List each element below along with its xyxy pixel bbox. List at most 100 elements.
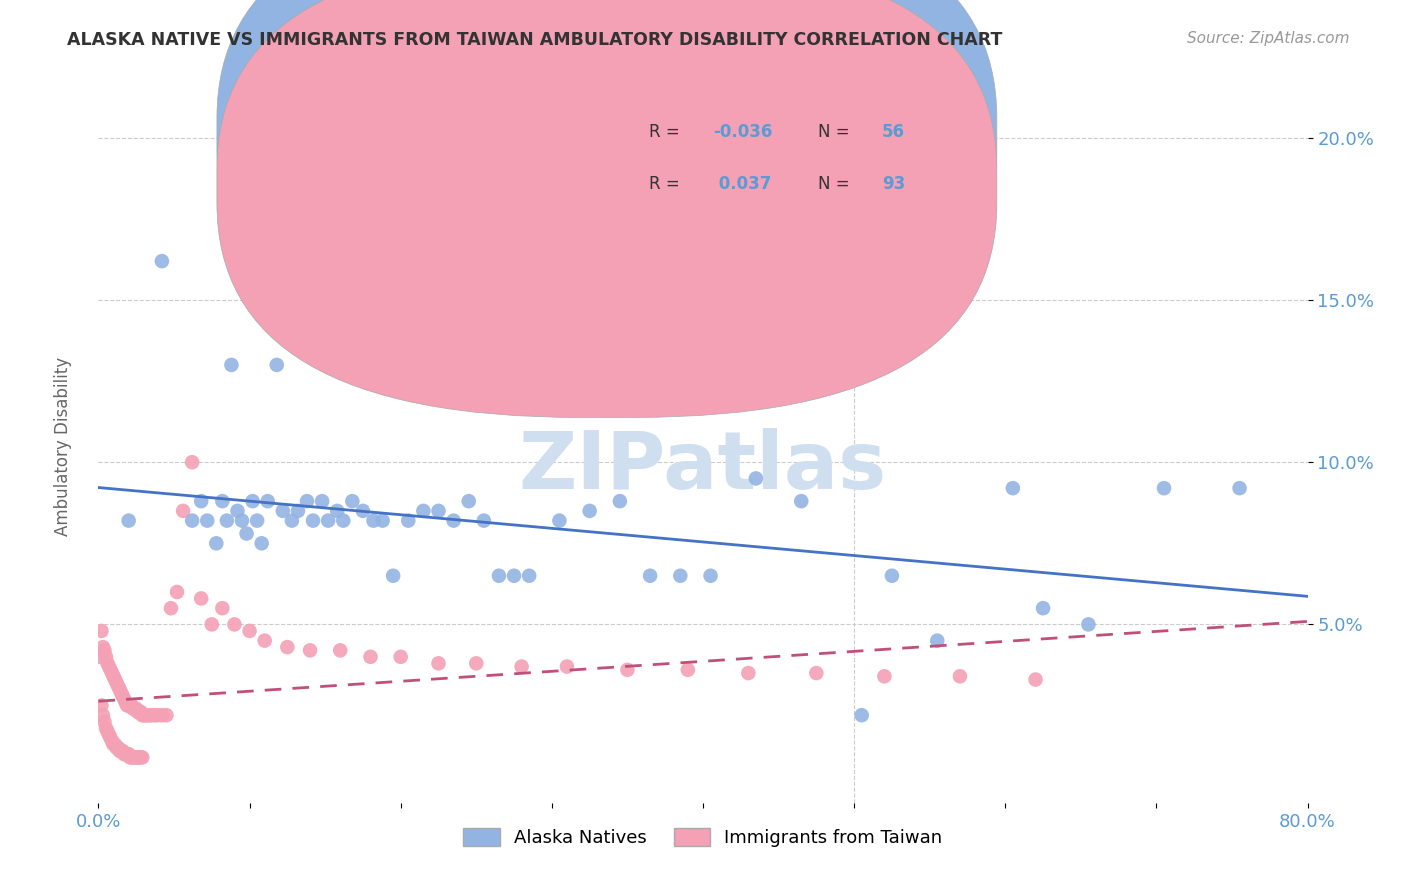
Point <box>326 504 349 518</box>
Legend: Alaska Natives, Immigrants from Taiwan: Alaska Natives, Immigrants from Taiwan <box>456 821 950 855</box>
Point <box>352 504 374 518</box>
Text: N =: N = <box>818 123 855 142</box>
Point <box>221 358 243 372</box>
Point <box>136 708 159 723</box>
Point <box>131 750 153 764</box>
Point <box>110 685 132 699</box>
Point <box>100 663 122 677</box>
Point <box>465 657 488 671</box>
Point <box>616 663 638 677</box>
Point <box>949 669 972 683</box>
Point <box>190 494 212 508</box>
Point <box>101 734 124 748</box>
Point <box>1001 481 1024 495</box>
Point <box>548 514 571 528</box>
Point <box>101 666 124 681</box>
Point <box>120 698 142 713</box>
Text: ZIPatlas: ZIPatlas <box>519 428 887 507</box>
Point <box>276 640 298 654</box>
Text: ALASKA NATIVE VS IMMIGRANTS FROM TAIWAN AMBULATORY DISABILITY CORRELATION CHART: ALASKA NATIVE VS IMMIGRANTS FROM TAIWAN … <box>67 31 1002 49</box>
Point <box>517 568 540 582</box>
Point <box>150 254 173 268</box>
Point <box>110 744 132 758</box>
Point <box>120 750 142 764</box>
Point <box>143 708 166 723</box>
Point <box>302 514 325 528</box>
Point <box>503 568 526 582</box>
Point <box>115 698 138 713</box>
Point <box>108 682 131 697</box>
Point <box>128 750 150 764</box>
Point <box>360 649 382 664</box>
Point <box>181 514 204 528</box>
Point <box>98 659 121 673</box>
Point <box>242 494 264 508</box>
Point <box>246 514 269 528</box>
Point <box>457 494 479 508</box>
Point <box>1229 481 1251 495</box>
Point <box>91 640 114 654</box>
Point <box>94 649 117 664</box>
Point <box>105 675 128 690</box>
Point <box>114 747 136 761</box>
Point <box>160 601 183 615</box>
Point <box>150 708 173 723</box>
Point <box>281 514 304 528</box>
Point <box>122 750 145 764</box>
Point <box>427 504 450 518</box>
Point <box>125 750 148 764</box>
Text: R =: R = <box>648 175 685 193</box>
Point <box>609 494 631 508</box>
Point <box>93 643 115 657</box>
Point <box>112 747 135 761</box>
Point <box>122 702 145 716</box>
Point <box>316 514 339 528</box>
Point <box>124 750 146 764</box>
Point <box>118 698 141 713</box>
Point <box>927 633 949 648</box>
Point <box>100 731 122 745</box>
Point <box>155 708 177 723</box>
Point <box>396 514 419 528</box>
Point <box>215 514 238 528</box>
Point <box>295 494 318 508</box>
Text: N =: N = <box>818 175 855 193</box>
Point <box>127 705 149 719</box>
Point <box>135 708 157 723</box>
Point <box>190 591 212 606</box>
Point <box>676 663 699 677</box>
Text: Source: ZipAtlas.com: Source: ZipAtlas.com <box>1187 31 1350 46</box>
Point <box>790 494 813 508</box>
Point <box>104 673 127 687</box>
Point <box>105 740 128 755</box>
Point <box>578 504 600 518</box>
Text: 0.037: 0.037 <box>713 175 770 193</box>
Point <box>98 728 121 742</box>
Point <box>129 750 152 764</box>
Point <box>253 633 276 648</box>
Point <box>107 740 129 755</box>
Point <box>1077 617 1099 632</box>
Point <box>96 724 118 739</box>
Point <box>127 750 149 764</box>
Point <box>371 514 394 528</box>
Point <box>737 666 759 681</box>
Point <box>89 649 111 664</box>
Point <box>91 708 114 723</box>
Point <box>873 669 896 683</box>
Point <box>118 514 141 528</box>
Point <box>287 504 309 518</box>
Point <box>121 698 143 713</box>
Text: Ambulatory Disability: Ambulatory Disability <box>55 357 72 535</box>
Point <box>108 744 131 758</box>
Point <box>332 514 354 528</box>
Point <box>195 514 218 528</box>
Point <box>104 738 127 752</box>
Point <box>443 514 465 528</box>
Point <box>103 738 125 752</box>
Point <box>128 705 150 719</box>
Point <box>90 698 112 713</box>
Point <box>412 504 434 518</box>
Point <box>299 643 322 657</box>
Point <box>124 702 146 716</box>
